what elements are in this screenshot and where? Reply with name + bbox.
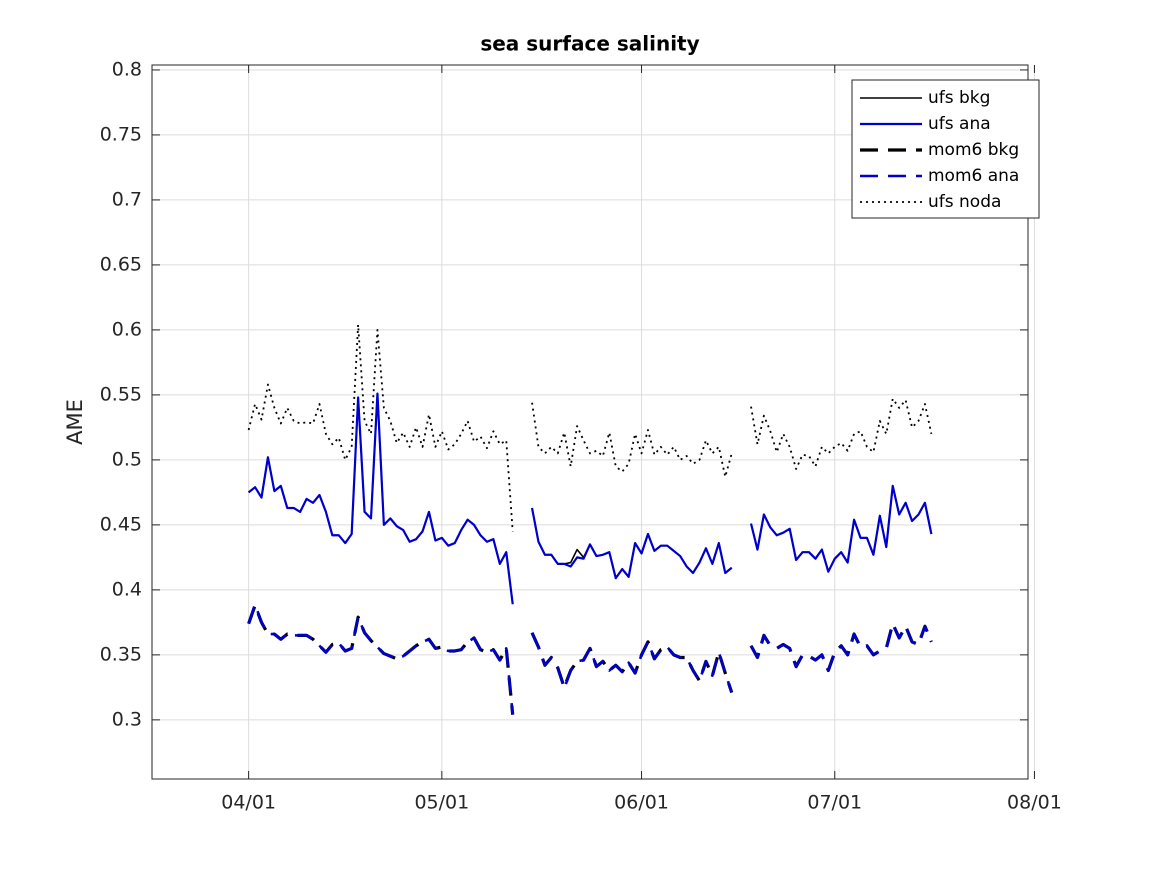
axes-box xyxy=(151,64,1029,780)
y-tick-label: 0.55 xyxy=(100,383,142,405)
legend-label: ufs bkg xyxy=(928,88,990,108)
legend-label: mom6 ana xyxy=(928,166,1019,186)
lines-layer xyxy=(247,323,933,715)
y-tick-label: 0.35 xyxy=(100,643,142,665)
x-tick-label: 08/01 xyxy=(1007,792,1062,814)
series-line xyxy=(247,392,933,605)
y-tick-label: 0.7 xyxy=(112,188,142,210)
x-tick-label: 05/01 xyxy=(414,792,469,814)
y-tick-label: 0.5 xyxy=(112,448,142,470)
legend-box xyxy=(851,79,1040,219)
x-tick-label: 07/01 xyxy=(807,792,862,814)
series-line xyxy=(247,602,933,715)
y-tick-label: 0.3 xyxy=(112,708,142,730)
ticks-layer: 0.3 0.35 0.4 0.45 0.5 0.55 0.6 0.65 0.7 0.75 0.8 04… xyxy=(100,58,1062,813)
x-tick-label: 06/01 xyxy=(614,792,669,814)
legend-label: ufs noda xyxy=(928,192,1001,212)
series-line xyxy=(247,323,933,532)
y-axis-label: AME xyxy=(63,399,87,445)
y-tick-label: 0.4 xyxy=(112,578,142,600)
y-tick-label: 0.6 xyxy=(112,318,142,340)
y-tick-label: 0.75 xyxy=(100,123,142,145)
legend-label: ufs ana xyxy=(928,114,991,134)
x-tick-label: 04/01 xyxy=(221,792,276,814)
y-tick-label: 0.65 xyxy=(100,253,142,275)
legend: ufs bkg ufs ana mom6 bkg mom6 ana ufs noda xyxy=(851,79,1040,219)
chart-title: sea surface salinity xyxy=(480,32,699,56)
legend-label: mom6 bkg xyxy=(928,140,1019,160)
y-tick-label: 0.8 xyxy=(112,58,142,80)
y-tick-label: 0.45 xyxy=(100,513,142,535)
